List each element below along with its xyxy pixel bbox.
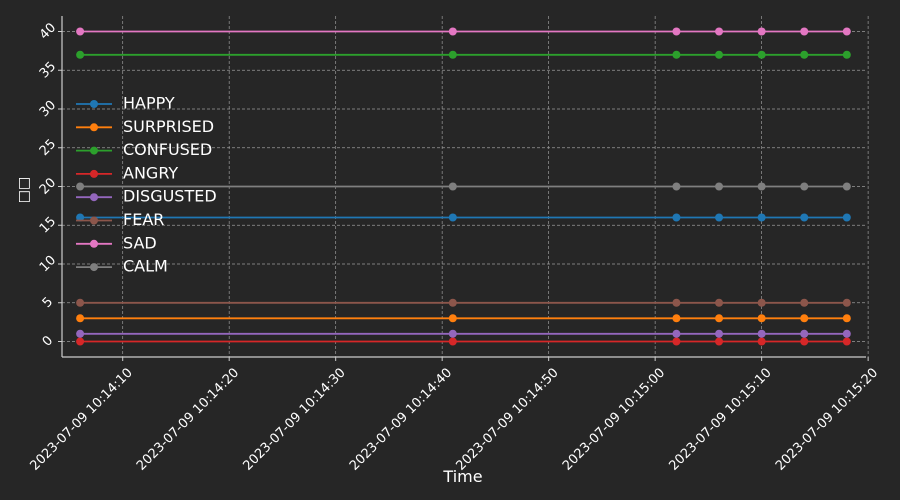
data-point-calm	[842, 182, 851, 191]
data-point-angry	[842, 337, 851, 346]
data-point-calm	[800, 182, 809, 191]
legend-label-calm: CALM	[123, 257, 168, 276]
data-point-fear	[842, 298, 851, 307]
legend-item-calm: CALM	[76, 257, 168, 276]
legend-item-fear: FEAR	[76, 210, 164, 229]
data-point-happy	[757, 213, 766, 222]
data-point-confused	[842, 50, 851, 59]
axes	[58, 16, 869, 361]
data-point-surprised	[448, 314, 457, 323]
data-point-disgusted	[800, 329, 809, 338]
data-point-angry	[448, 337, 457, 346]
data-point-surprised	[76, 314, 85, 323]
legend-label-happy: HAPPY	[123, 94, 175, 113]
data-point-calm	[76, 182, 85, 191]
data-point-sad	[842, 27, 851, 36]
data-point-happy	[715, 213, 724, 222]
data-point-calm	[757, 182, 766, 191]
legend: HAPPY SURPRISED CONFUSED ANGRY DISGUSTED FEAR…	[76, 94, 217, 276]
legend-marker-fear	[90, 216, 98, 225]
series-angry	[76, 337, 851, 346]
data-point-angry	[672, 337, 681, 346]
data-point-happy	[448, 213, 457, 222]
data-point-confused	[76, 50, 85, 59]
data-point-angry	[800, 337, 809, 346]
data-point-fear	[715, 298, 724, 307]
data-point-surprised	[842, 314, 851, 323]
series-sad	[76, 27, 851, 36]
data-point-happy	[76, 213, 85, 222]
series-happy	[76, 213, 851, 222]
legend-item-disgusted: DISGUSTED	[76, 187, 217, 206]
data-point-angry	[715, 337, 724, 346]
data-point-surprised	[800, 314, 809, 323]
data-point-happy	[672, 213, 681, 222]
data-point-surprised	[672, 314, 681, 323]
data-point-confused	[757, 50, 766, 59]
legend-marker-happy	[90, 100, 98, 108]
legend-item-angry: ANGRY	[76, 163, 178, 182]
data-point-sad	[672, 27, 681, 36]
legend-label-sad: SAD	[123, 233, 157, 252]
legend-label-disgusted: DISGUSTED	[123, 187, 217, 206]
data-point-surprised	[757, 314, 766, 323]
data-point-sad	[715, 27, 724, 36]
data-point-fear	[672, 298, 681, 307]
data-point-disgusted	[842, 329, 851, 338]
data-point-fear	[76, 298, 85, 307]
data-point-confused	[715, 50, 724, 59]
data-point-confused	[448, 50, 457, 59]
data-point-sad	[448, 27, 457, 36]
x-axis-label: Time	[442, 467, 482, 486]
data-point-disgusted	[76, 329, 85, 338]
legend-marker-confused	[90, 146, 98, 155]
data-point-calm	[715, 182, 724, 191]
data-point-fear	[800, 298, 809, 307]
legend-marker-disgusted	[90, 193, 98, 202]
data-point-happy	[800, 213, 809, 222]
data-point-surprised	[715, 314, 724, 323]
data-point-disgusted	[757, 329, 766, 338]
data-point-confused	[672, 50, 681, 59]
legend-item-sad: SAD	[76, 233, 157, 252]
series-calm	[76, 182, 851, 191]
data-point-angry	[757, 337, 766, 346]
data-point-sad	[800, 27, 809, 36]
series-disgusted	[76, 329, 851, 338]
legend-item-confused: CONFUSED	[76, 140, 212, 159]
data-point-disgusted	[715, 329, 724, 338]
legend-label-angry: ANGRY	[123, 163, 178, 182]
series-confused	[76, 50, 851, 59]
data-point-calm	[448, 182, 457, 191]
legend-marker-angry	[90, 169, 98, 178]
legend-item-happy: HAPPY	[76, 94, 175, 113]
data-point-angry	[76, 337, 85, 346]
data-point-confused	[800, 50, 809, 59]
legend-item-surprised: SURPRISED	[76, 117, 214, 136]
data-point-sad	[757, 27, 766, 36]
legend-marker-calm	[90, 263, 98, 272]
y-axis-label: □□	[16, 177, 32, 203]
series-fear	[76, 298, 851, 307]
data-point-fear	[448, 298, 457, 307]
data-point-sad	[76, 27, 85, 36]
series-surprised	[76, 314, 851, 323]
legend-label-confused: CONFUSED	[123, 140, 212, 159]
legend-marker-surprised	[90, 123, 98, 132]
data-point-disgusted	[448, 329, 457, 338]
series-layer	[76, 27, 851, 346]
data-point-fear	[757, 298, 766, 307]
legend-label-fear: FEAR	[123, 210, 164, 229]
data-point-calm	[672, 182, 681, 191]
legend-marker-sad	[90, 239, 98, 248]
data-point-disgusted	[672, 329, 681, 338]
data-point-happy	[842, 213, 851, 222]
legend-label-surprised: SURPRISED	[123, 117, 214, 136]
